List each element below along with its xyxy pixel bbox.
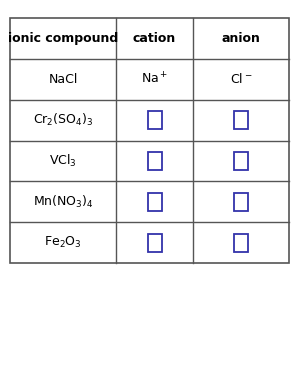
Text: Cl$^-$: Cl$^-$ <box>230 72 252 86</box>
Text: Cr$_2$(SO$_4$)$_3$: Cr$_2$(SO$_4$)$_3$ <box>33 112 93 128</box>
Text: Fe$_2$O$_3$: Fe$_2$O$_3$ <box>44 235 82 250</box>
Text: NaCl: NaCl <box>48 73 78 86</box>
Text: cation: cation <box>133 32 176 45</box>
Text: Na$^+$: Na$^+$ <box>141 72 168 87</box>
Bar <box>10 18 289 263</box>
Bar <box>147 152 162 170</box>
Text: VCl$_3$: VCl$_3$ <box>49 153 77 169</box>
Bar <box>147 193 162 211</box>
Text: Mn(NO$_3$)$_4$: Mn(NO$_3$)$_4$ <box>33 194 93 210</box>
Bar <box>234 152 248 170</box>
Bar <box>234 234 248 252</box>
Bar <box>234 111 248 129</box>
Bar <box>147 234 162 252</box>
Text: anion: anion <box>222 32 260 45</box>
Bar <box>147 111 162 129</box>
Text: ionic compound: ionic compound <box>8 32 118 45</box>
Bar <box>234 193 248 211</box>
